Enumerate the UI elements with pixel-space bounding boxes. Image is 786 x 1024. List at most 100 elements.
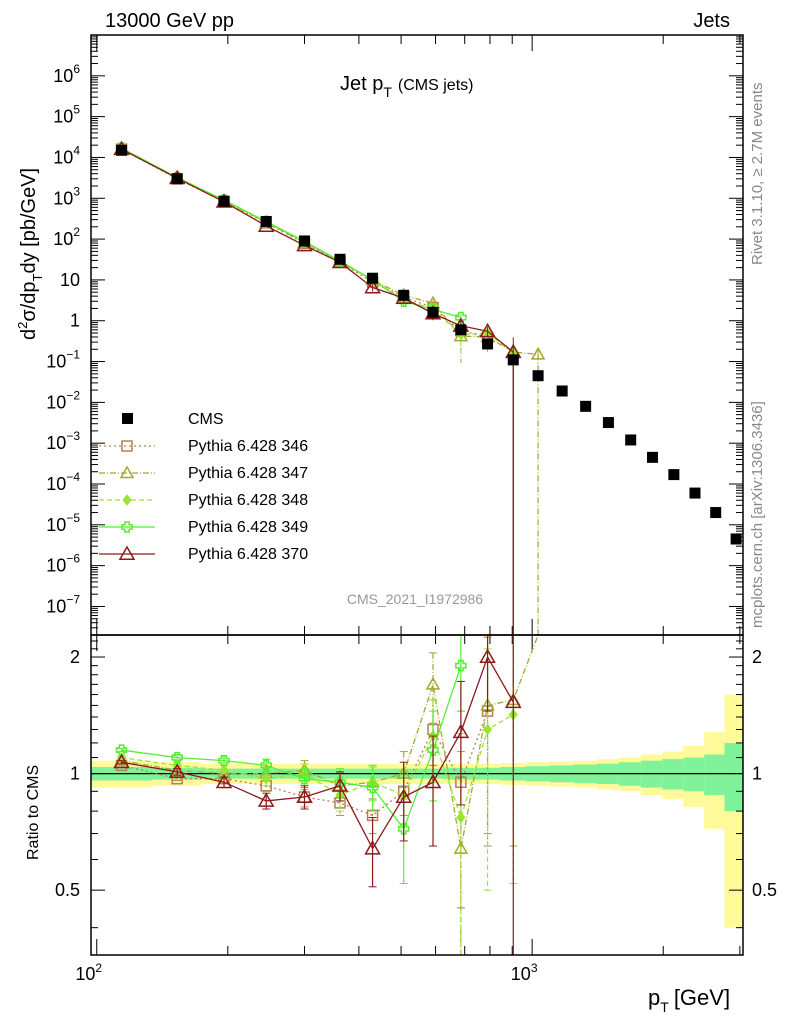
ratio-y-tick-label-left: 2 xyxy=(70,647,80,667)
ratio-marker-p349 xyxy=(298,772,311,785)
ratio-marker-p370 xyxy=(452,723,470,739)
ratio-y-tick-label-right: 2 xyxy=(752,647,762,667)
cms-data-point xyxy=(730,533,742,545)
ratio-marker-p370 xyxy=(364,840,381,855)
band-inner xyxy=(724,742,743,812)
x-tick-label: 102 xyxy=(75,961,102,984)
cms-data-point xyxy=(556,385,568,397)
ratio-line-p347 xyxy=(121,634,539,849)
cms-data-point xyxy=(298,235,310,247)
ratio-marker-p347 xyxy=(453,841,469,854)
cms-data-point xyxy=(668,469,680,481)
plot-title: Jet pT (CMS jets) xyxy=(340,73,473,100)
ratio-line-p348 xyxy=(121,714,514,820)
legend-marker-p347 xyxy=(119,465,135,479)
cms-data-point xyxy=(689,487,701,499)
ratio-marker-p349 xyxy=(260,759,272,772)
y-tick-label: 10−7 xyxy=(46,592,80,616)
main-series-layer xyxy=(113,140,742,635)
ratio-marker-p370 xyxy=(215,773,233,789)
y-tick-label: 104 xyxy=(53,143,80,167)
cms-data-point xyxy=(602,417,614,429)
ratio-line-p370 xyxy=(121,655,514,850)
ratio-marker-p349 xyxy=(397,823,410,835)
ratio-marker-p349 xyxy=(455,659,467,672)
cms-data-point xyxy=(334,253,346,265)
band-inner xyxy=(662,759,684,790)
y-tick-label: 10−6 xyxy=(46,552,80,576)
y-tick-label: 10−1 xyxy=(46,348,80,372)
ratio-marker-p370 xyxy=(424,773,442,789)
ratio-marker-p347 xyxy=(425,676,441,690)
cms-data-point xyxy=(260,215,272,227)
y-tick-label: 10−5 xyxy=(46,511,80,535)
ratio-marker-p370 xyxy=(479,648,496,664)
cms-data-point xyxy=(218,195,230,207)
legend-label-p370: Pythia 6.428 370 xyxy=(188,546,308,563)
cms-data-point xyxy=(710,507,722,519)
ratio-marker-p370 xyxy=(395,788,413,804)
legend-cms-marker xyxy=(122,413,133,424)
ratio-marker-p370 xyxy=(257,792,275,807)
ratio-marker-p348 xyxy=(261,772,271,785)
legend-label-p347: Pythia 6.428 347 xyxy=(188,465,308,482)
ratio-marker-p370 xyxy=(296,788,313,804)
ratio-y-tick-label-right: 0.5 xyxy=(752,880,777,900)
main-frame xyxy=(90,34,744,636)
analysis-id: CMS_2021_I1972986 xyxy=(347,591,483,607)
mcplots-label: mcplots.cern.ch [arXiv:1306.3436] xyxy=(749,401,766,628)
y-tick-label: 10−4 xyxy=(46,470,80,494)
ratio-series-layer xyxy=(113,634,543,956)
cms-data-point xyxy=(580,400,592,412)
ratio-marker-p370 xyxy=(113,753,130,769)
x-axis-label: pT [GeV] xyxy=(648,985,730,1015)
legend-marker-p346 xyxy=(121,440,133,452)
ratio-marker-p348 xyxy=(456,811,466,824)
ratio-marker-p349 xyxy=(115,744,128,756)
cms-data-point xyxy=(507,354,519,366)
y-tick-label: 1 xyxy=(70,311,80,331)
cms-data-point xyxy=(482,338,494,350)
y-tick-label: 102 xyxy=(53,225,80,249)
ratio-line-p349 xyxy=(121,665,462,831)
x-tick-label: 103 xyxy=(511,961,538,984)
series-marker-p370 xyxy=(364,279,381,294)
cms-data-point xyxy=(398,289,410,301)
rivet-label: Rivet 3.1.10, ≥ 2.7M events xyxy=(749,83,766,266)
y-tick-label: 10−3 xyxy=(46,429,80,453)
y-tick-label: 105 xyxy=(53,103,80,127)
cms-data-point xyxy=(455,324,467,336)
cms-data-point xyxy=(116,144,128,156)
ratio-uncertainty-bands xyxy=(91,694,743,928)
legend-label-p348: Pythia 6.428 348 xyxy=(188,492,308,509)
cms-data-point xyxy=(367,272,379,284)
ratio-y-axis-label: Ratio to CMS xyxy=(25,765,42,860)
ratio-y-tick-label-left: 1 xyxy=(70,764,80,784)
ratio-marker-p348 xyxy=(482,723,493,736)
ratio-marker-p349 xyxy=(427,744,439,756)
y-tick-label: 106 xyxy=(53,62,80,86)
ratio-y-tick-label-right: 1 xyxy=(752,764,762,784)
cms-data-point xyxy=(171,173,183,185)
ratio-marker-p349 xyxy=(366,781,379,794)
band-inner xyxy=(683,757,705,792)
legend-marker-p349 xyxy=(121,521,133,533)
legend-marker-p370 xyxy=(118,545,136,560)
y-tick-label: 10−2 xyxy=(46,388,80,412)
cms-data-point xyxy=(427,306,439,318)
ratio-marker-p349 xyxy=(218,754,230,767)
legend-label-p349: Pythia 6.428 349 xyxy=(188,519,308,536)
y-tick-label: 10 xyxy=(60,270,80,290)
ratio-marker-p370 xyxy=(331,777,349,792)
series-line-p347 xyxy=(121,148,539,356)
legend-marker-p348 xyxy=(122,494,132,506)
cms-data-point xyxy=(532,370,544,382)
header-left: 13000 GeV pp xyxy=(105,10,234,32)
ratio-marker-p349 xyxy=(334,776,346,788)
cms-data-point xyxy=(625,434,637,446)
y-axis-label: d2σ/dpTdy [pb/GeV] xyxy=(15,168,45,340)
ratio-line-p346 xyxy=(121,710,489,817)
series-marker-p370 xyxy=(479,322,496,338)
legend: CMS Pythia 6.428 346 Pythia 6.428 347 Pythi… xyxy=(99,411,308,563)
